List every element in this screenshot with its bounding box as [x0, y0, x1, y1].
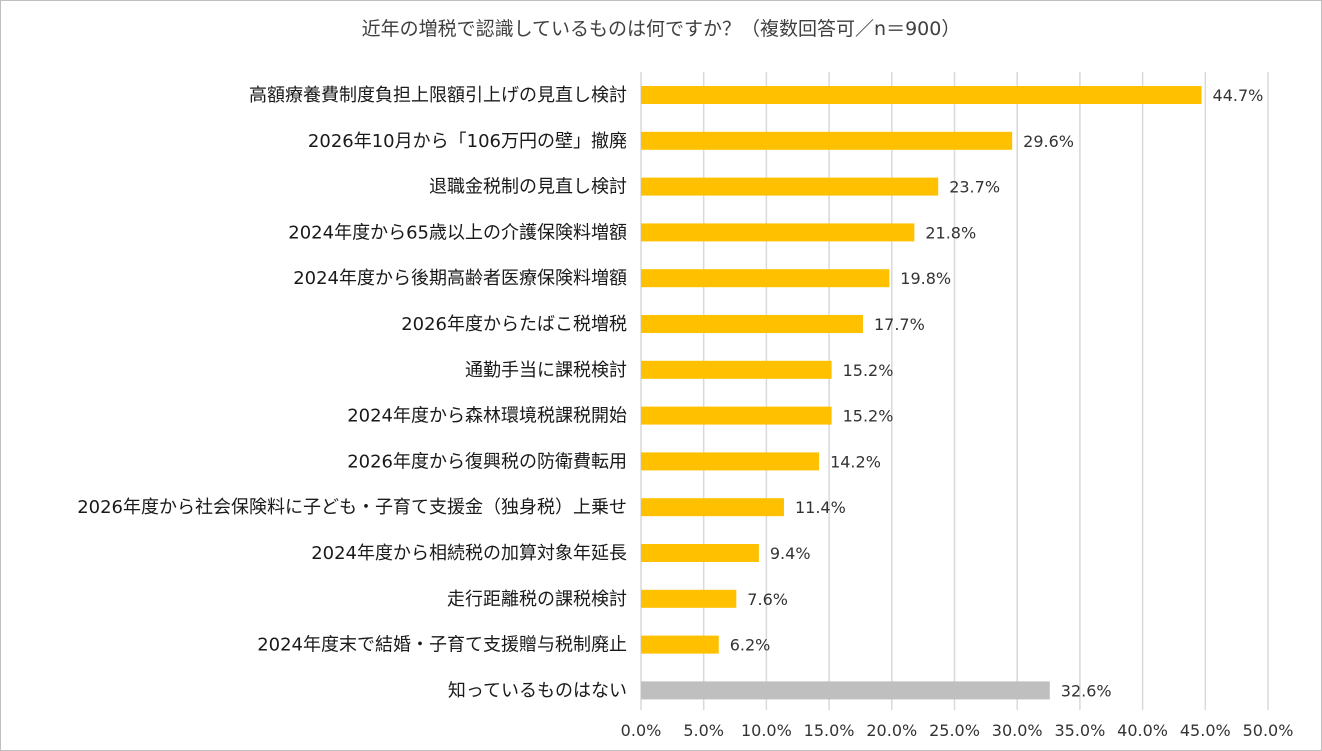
x-tick-label: 25.0% [929, 721, 980, 740]
value-label: 9.4% [770, 544, 811, 563]
category-label: 知っているものはない [448, 680, 627, 701]
value-label: 7.6% [747, 590, 788, 609]
x-tick-label: 40.0% [1117, 721, 1168, 740]
value-label: 17.7% [874, 315, 925, 334]
value-label: 23.7% [949, 178, 1000, 197]
value-label: 32.6% [1061, 681, 1112, 700]
bar [641, 406, 832, 425]
value-label: 15.2% [843, 407, 894, 426]
category-label: 2024年度から65歳以上の介護保険料増額 [288, 222, 627, 243]
bar [641, 315, 863, 333]
x-tick-label: 10.0% [741, 721, 792, 740]
value-labels: 44.7% 29.6% 23.7% 21.8% 19.8% 17.7% 15.2% 15.2%… [730, 86, 1264, 700]
x-tick-label: 5.0% [683, 721, 724, 740]
category-label: 2024年度から相続税の加算対象年延長 [311, 543, 627, 564]
bar [641, 131, 1013, 150]
value-label: 6.2% [730, 636, 771, 655]
category-label: 2026年度から復興税の防衛費転用 [347, 451, 627, 472]
bar [641, 177, 939, 196]
category-label: 通勤手当に課税検討 [465, 360, 627, 381]
bar [641, 269, 890, 288]
bar [641, 589, 737, 608]
bar [641, 452, 820, 471]
bar [641, 223, 915, 242]
category-label: 退職金税制の見直し検討 [429, 177, 627, 198]
value-label: 15.2% [843, 361, 894, 380]
gridlines [640, 72, 1269, 710]
category-labels: 高額療養費制度負担上限額引上げの見直し検討 2026年10月から「106万円の壁」… [77, 85, 627, 701]
bar [641, 498, 784, 517]
x-tick-label: 0.0% [621, 721, 662, 740]
value-label: 19.8% [900, 269, 951, 288]
category-label: 2026年10月から「106万円の壁」撤廃 [308, 131, 627, 152]
value-label: 21.8% [925, 223, 976, 242]
x-tick-label: 45.0% [1180, 721, 1231, 740]
bar [641, 86, 1202, 104]
x-tick-label: 35.0% [1054, 721, 1105, 740]
bar [641, 681, 1050, 700]
category-label: 走行距離税の課税検討 [447, 589, 627, 610]
chart-title: 近年の増税で認識しているものは何ですか？（複数回答可／n＝900） [361, 18, 961, 40]
category-label: 2026年度からたばこ税増税 [401, 314, 627, 335]
category-label: 2024年度から後期高齢者医療保険料増額 [293, 268, 627, 289]
x-tick-labels: 0.0% 5.0% 10.0% 15.0% 20.0% 25.0% 30.0% 35.0% 40… [621, 721, 1294, 740]
category-label: 高額療養費制度負担上限額引上げの見直し検討 [249, 85, 627, 106]
category-label: 2024年度から森林環境税課税開始 [347, 406, 627, 427]
category-label: 2026年度から社会保険料に子ども・子育て支援金（独身税）上乗せ [77, 497, 627, 518]
value-label: 14.2% [830, 452, 881, 471]
value-label: 44.7% [1213, 86, 1264, 105]
x-tick-label: 30.0% [992, 721, 1043, 740]
bars [641, 86, 1202, 700]
value-label: 29.6% [1023, 132, 1074, 151]
bar [641, 544, 759, 562]
category-label: 2024年度末で結婚・子育て支援贈与税制廃止 [257, 635, 627, 656]
x-tick-label: 50.0% [1243, 721, 1294, 740]
value-label: 11.4% [795, 498, 846, 517]
x-tick-label: 20.0% [866, 721, 917, 740]
bar [641, 635, 719, 654]
x-tick-label: 15.0% [804, 721, 855, 740]
bar [641, 360, 832, 379]
